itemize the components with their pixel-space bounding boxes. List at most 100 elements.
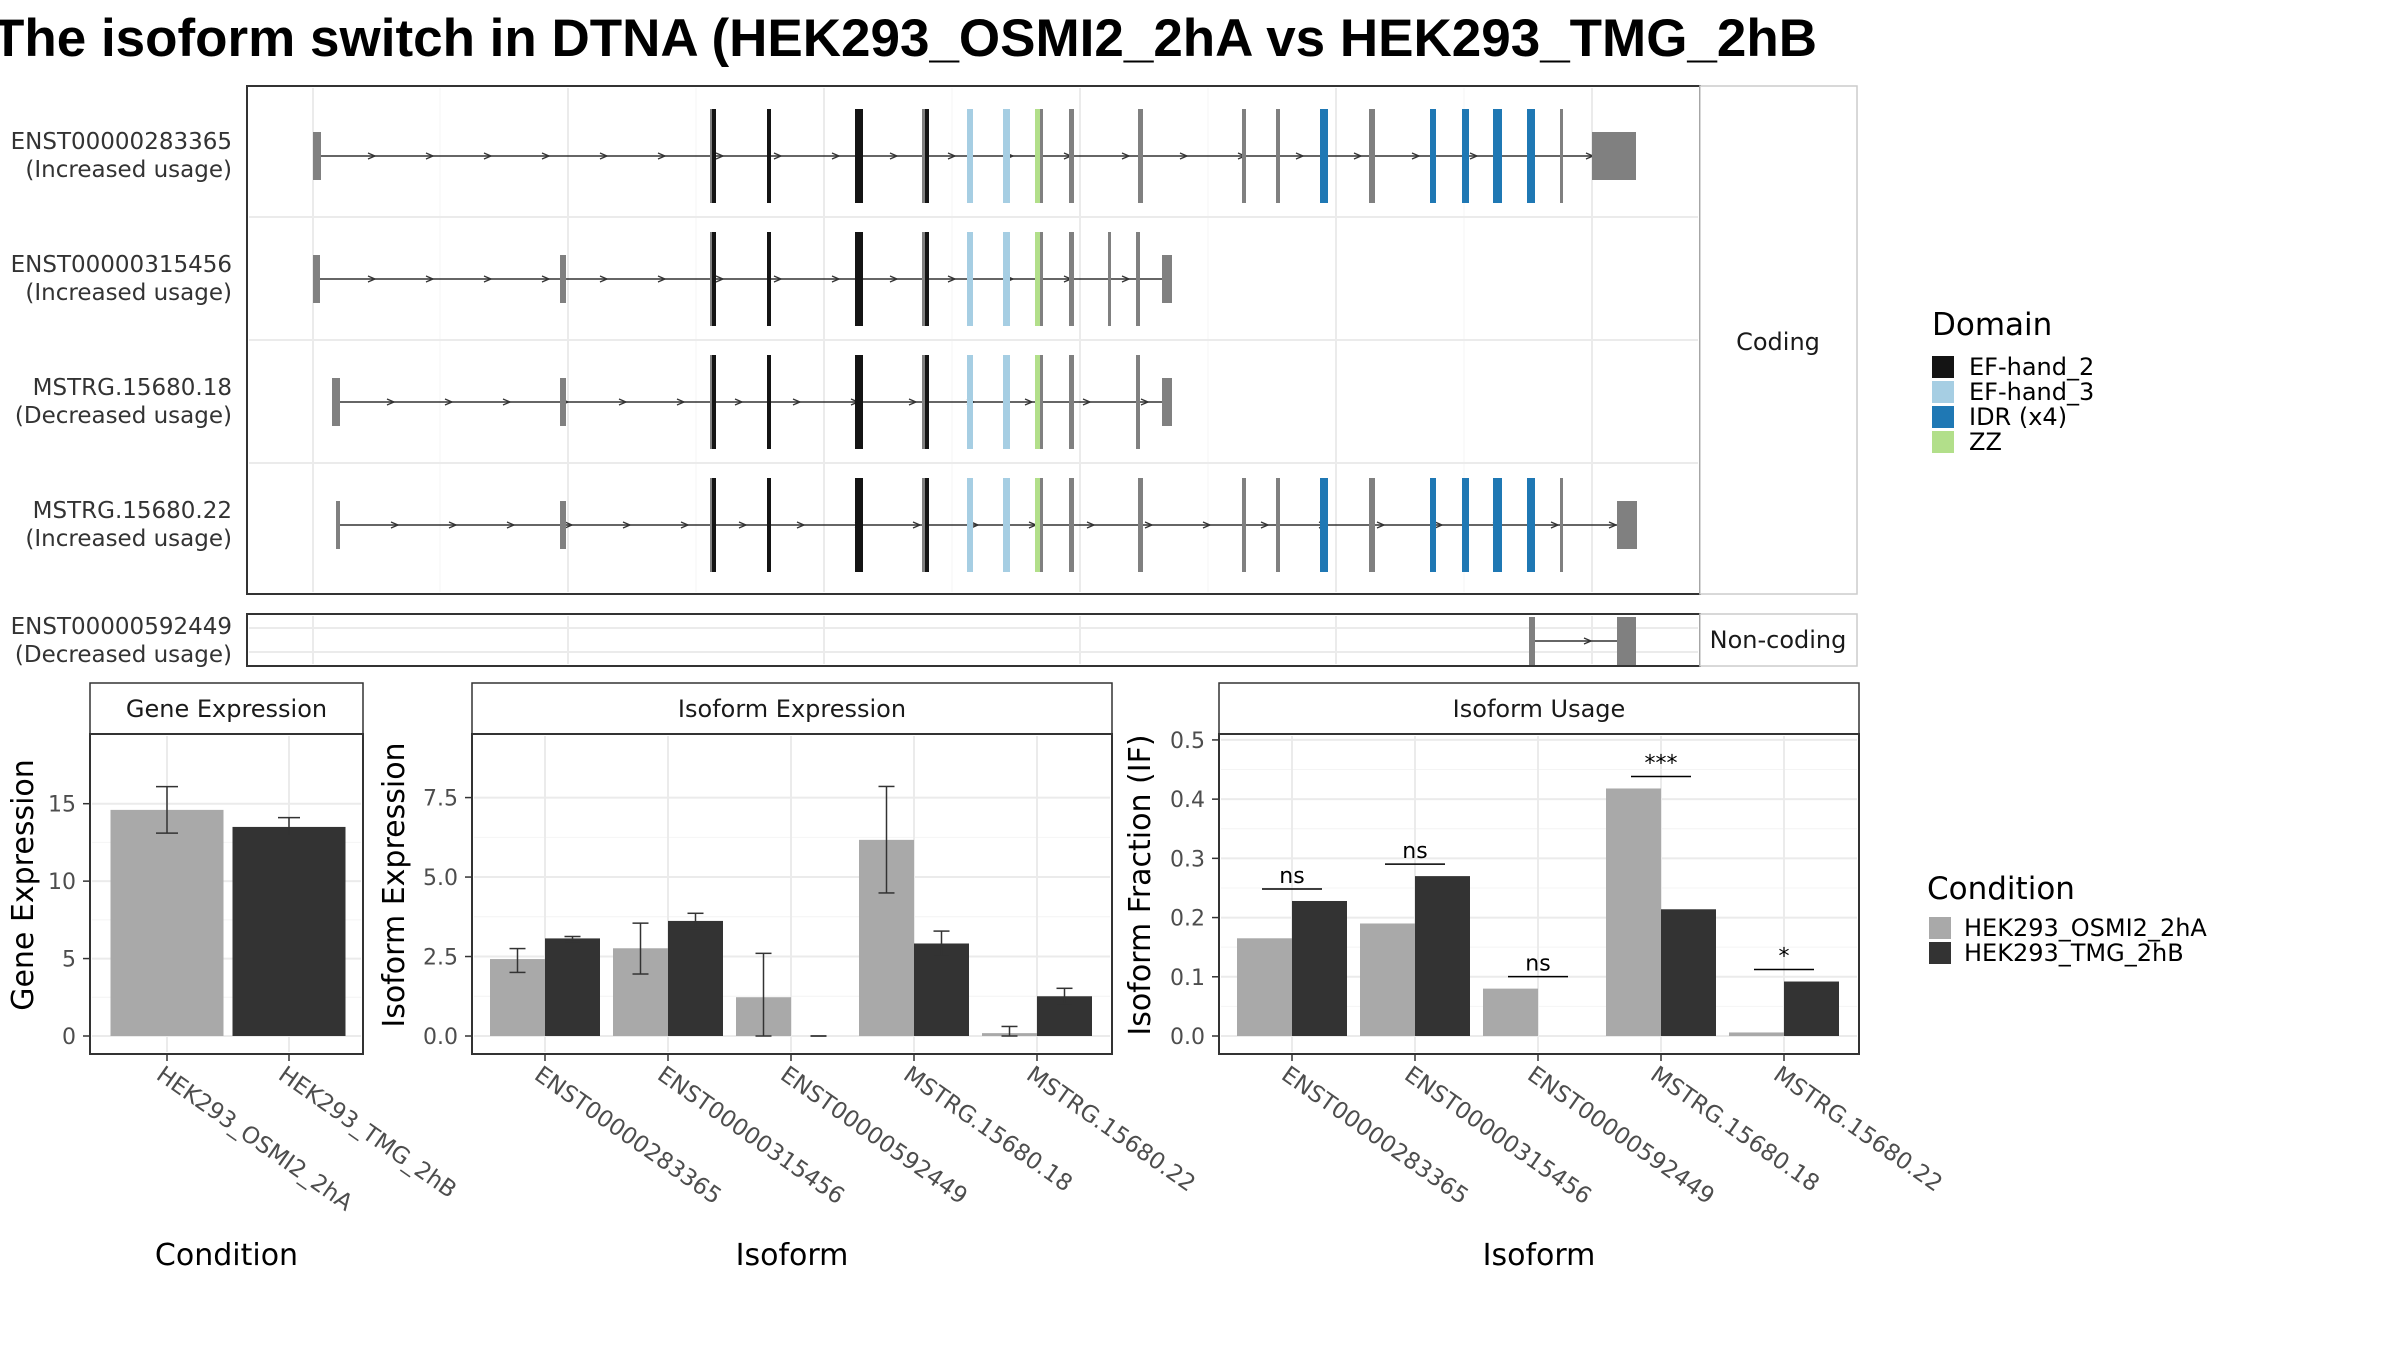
exon-block	[1003, 232, 1010, 326]
strand-arrow	[831, 275, 841, 283]
exon-block	[922, 478, 925, 572]
bar	[1606, 788, 1661, 1036]
isoform-id-label: MSTRG.15680.22	[33, 498, 232, 524]
legend-item-label: HEK293_OSMI2_2hA	[1964, 914, 2207, 942]
strand-arrow	[773, 152, 783, 160]
strand-arrow	[676, 398, 686, 406]
bar	[1784, 981, 1839, 1036]
exon-block	[712, 232, 716, 326]
y-axis-title: Isoform Expression	[377, 742, 412, 1027]
exon-block	[1162, 378, 1172, 426]
y-tick-label: 0.0	[423, 1025, 458, 1050]
exon-block	[1617, 617, 1636, 665]
strand-arrow	[1179, 152, 1189, 160]
exon-block	[967, 109, 973, 203]
isoform-usage-label: (Increased usage)	[25, 526, 232, 552]
exon-block	[712, 478, 716, 572]
transcript-MSTRG.15680.22	[336, 478, 1637, 572]
strand-arrow	[1434, 521, 1444, 529]
strand-arrow	[599, 275, 609, 283]
legend-item-label: EF-hand_3	[1969, 378, 2094, 406]
strand-arrow	[1086, 521, 1096, 529]
exon-block	[313, 132, 321, 180]
legend-item-label: ZZ	[1969, 428, 2002, 456]
noncoding-strip	[1699, 613, 1858, 667]
strand-arrow	[483, 152, 493, 160]
exon-block	[1040, 478, 1043, 572]
exon-block	[967, 355, 973, 449]
exon-block	[332, 378, 340, 426]
x-tick-label: HEK293_OSMI2_2hA	[152, 1062, 358, 1217]
strand-arrow	[1140, 398, 1150, 406]
exon-block	[1493, 109, 1502, 203]
exon-block	[1035, 478, 1043, 572]
isoform-id-label: ENST00000592449	[11, 614, 232, 640]
bar	[668, 920, 723, 1036]
exon-block	[925, 478, 929, 572]
bar	[232, 826, 346, 1036]
exon-block	[1592, 132, 1636, 180]
exon-block	[1462, 478, 1469, 572]
bar	[1729, 1032, 1784, 1036]
isoform-id-label: MSTRG.15680.18	[33, 375, 232, 401]
exon-block	[922, 355, 925, 449]
strand-arrow	[386, 398, 396, 406]
legend-swatch	[1932, 356, 1954, 378]
x-axis-title: Isoform	[736, 1238, 849, 1273]
x-axis-title: Condition	[155, 1238, 298, 1273]
strand-arrow	[564, 521, 574, 529]
exon-block	[1162, 255, 1172, 303]
isoform-usage-label: (Decreased usage)	[15, 642, 232, 668]
exon-block	[1560, 109, 1563, 203]
strand-arrow	[1608, 521, 1618, 529]
isoform-usage-label: (Increased usage)	[25, 280, 232, 306]
y-tick-label: 0.0	[1170, 1025, 1205, 1050]
legend-swatch	[1932, 381, 1954, 403]
legend-swatch	[1929, 942, 1951, 964]
exon-block	[1462, 109, 1469, 203]
y-tick-label: 5	[62, 948, 76, 973]
strand-arrow	[622, 521, 632, 529]
x-axis-title: Isoform	[1483, 1238, 1596, 1273]
transcript-ENST00000283365	[313, 109, 1636, 203]
bar-charts: Gene Expression051015HEK293_OSMI2_2hAHEK…	[6, 682, 1947, 1273]
exon-block	[1069, 232, 1074, 326]
strand-arrow	[1469, 152, 1479, 160]
y-tick-label: 15	[48, 793, 76, 818]
chart-title: Isoform Usage	[1453, 695, 1626, 723]
strand-arrow	[1144, 521, 1154, 529]
bar	[545, 938, 600, 1036]
strand-arrow	[1550, 521, 1560, 529]
exon-block	[1136, 232, 1140, 326]
exon-block	[1493, 478, 1502, 572]
exon-block	[1003, 109, 1010, 203]
strand-arrow	[541, 152, 551, 160]
exon-block	[1108, 232, 1111, 326]
strand-arrow	[1353, 152, 1363, 160]
strand-arrow	[908, 398, 918, 406]
bar	[1415, 876, 1470, 1036]
exon-block	[967, 478, 973, 572]
strand-arrow	[502, 398, 512, 406]
strand-arrow	[889, 275, 899, 283]
exon-block	[1617, 501, 1637, 549]
strand-arrow	[657, 152, 667, 160]
exon-block	[855, 232, 863, 326]
exon-block	[1138, 478, 1143, 572]
strand-arrow	[792, 398, 802, 406]
isoform-id-label: ENST00000315456	[11, 252, 232, 278]
strand-arrow	[425, 275, 435, 283]
bar	[110, 809, 224, 1036]
exon-block	[855, 355, 863, 449]
condition-legend-title: Condition	[1927, 871, 2075, 907]
strand-arrow	[831, 152, 841, 160]
y-tick-label: 0.3	[1170, 847, 1205, 872]
strand-arrow	[506, 521, 516, 529]
exon-block	[1040, 232, 1043, 326]
chart-2: Isoform Usage0.00.10.20.30.40.5ENST00000…	[1123, 682, 1947, 1273]
exon-block	[1040, 109, 1043, 203]
strand-arrow	[715, 275, 725, 283]
exon-block	[967, 232, 973, 326]
